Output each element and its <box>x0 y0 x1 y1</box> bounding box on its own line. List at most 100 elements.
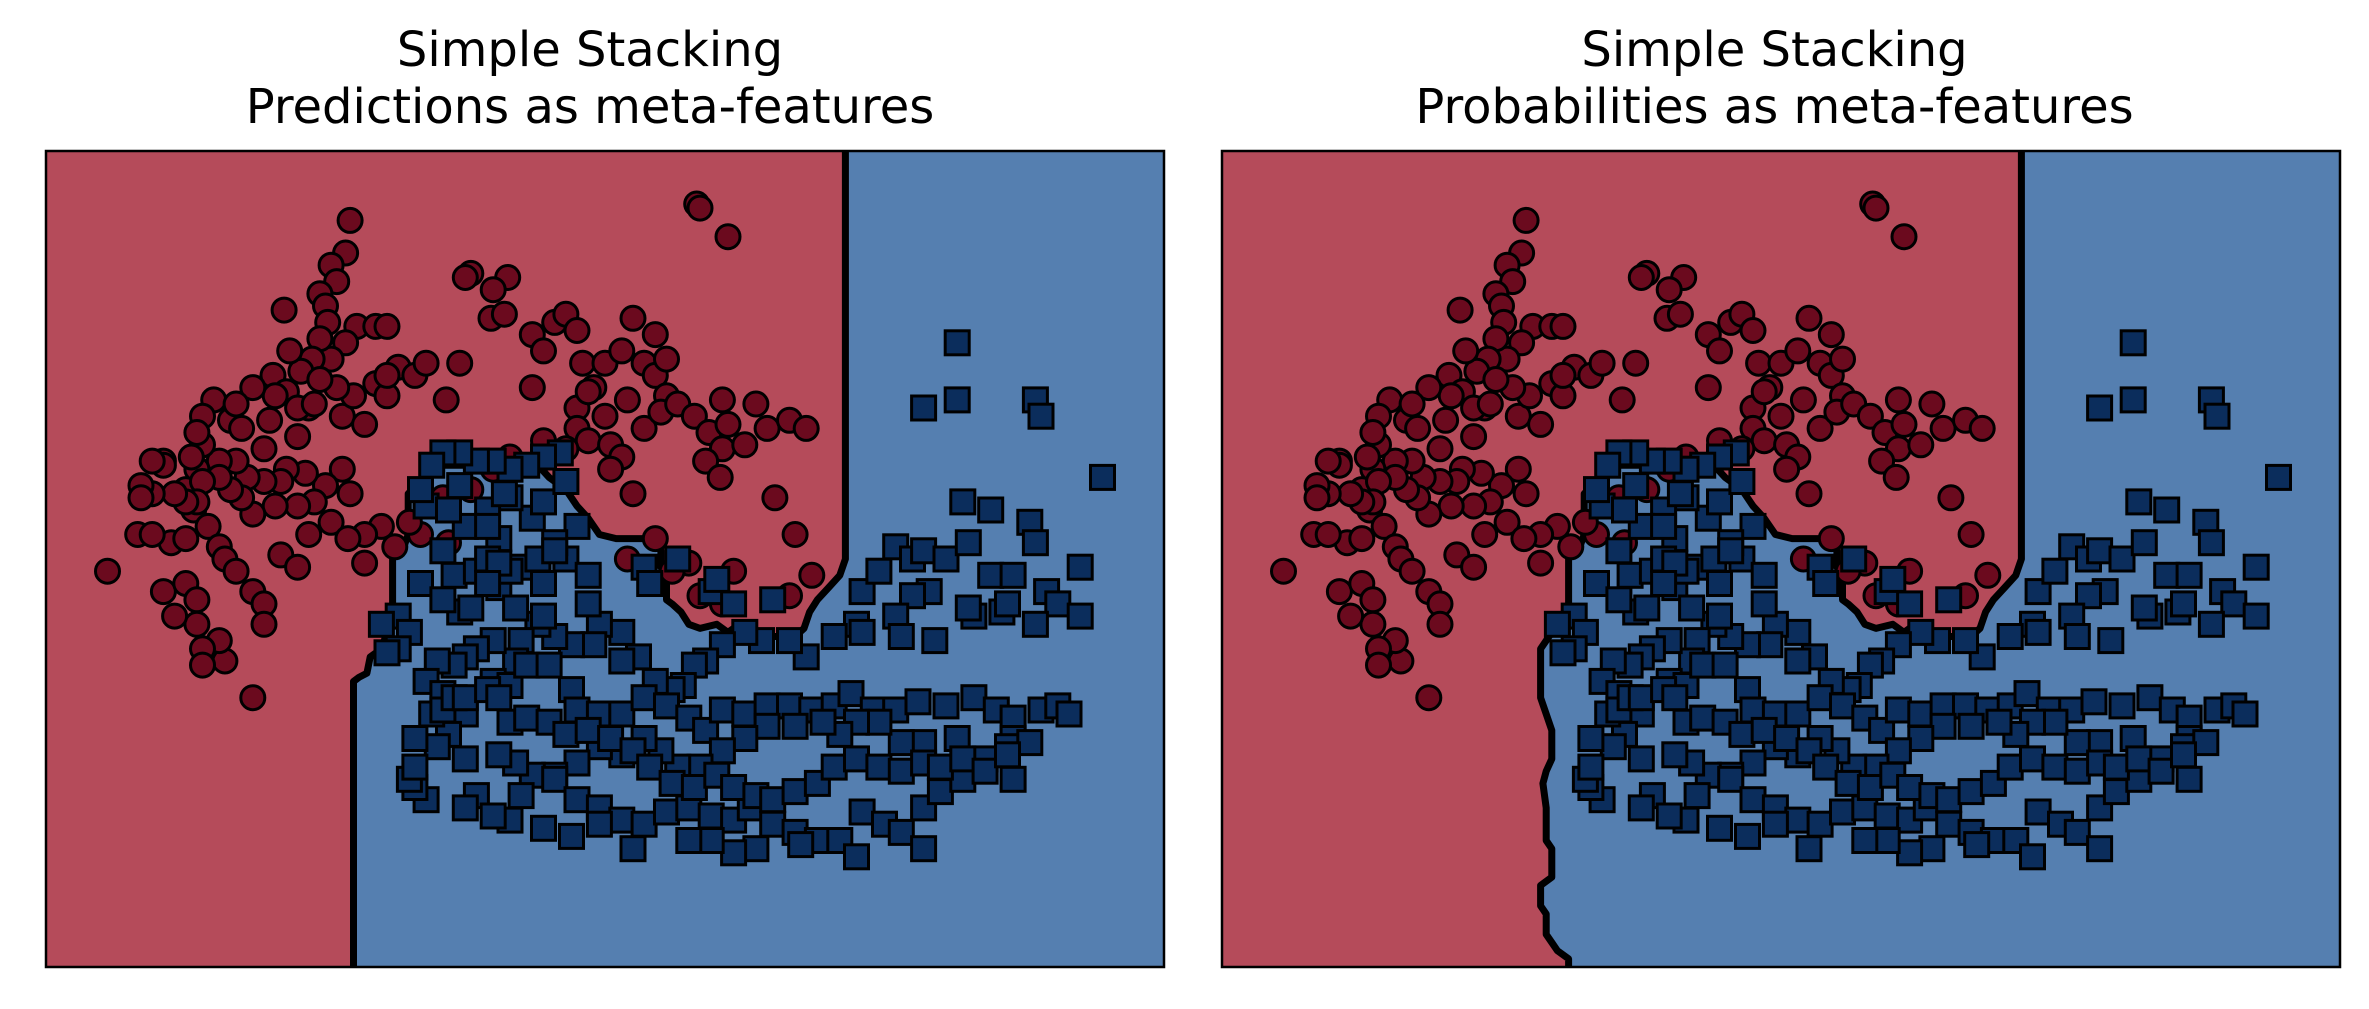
class-1-point <box>474 512 502 540</box>
class-1-point <box>435 496 462 524</box>
class-1-point <box>2063 757 2091 785</box>
class-0-point <box>1829 345 1856 373</box>
class-0-point <box>1557 533 1585 561</box>
class-0-point <box>276 337 304 365</box>
class-0-point <box>1415 374 1443 402</box>
class-0-point <box>328 455 356 483</box>
class-1-point <box>630 810 658 838</box>
class-1-point <box>708 737 736 765</box>
class-0-point <box>1398 557 1426 585</box>
class-0-point <box>1359 586 1387 614</box>
class-1-point <box>887 818 915 846</box>
class-1-point <box>994 741 1021 769</box>
class-1-point <box>1784 618 1812 646</box>
class-1-point <box>994 590 1021 618</box>
class-0-point <box>250 435 278 463</box>
class-1-point <box>2197 529 2225 557</box>
class-1-point <box>1784 806 1812 834</box>
class-1-point <box>1784 647 1812 675</box>
class-0-point <box>479 276 507 304</box>
class-1-point <box>1021 529 1049 557</box>
class-0-point <box>1918 390 1946 418</box>
class-0-point <box>530 337 557 365</box>
class-1-point <box>731 700 759 728</box>
class-0-point <box>351 549 379 577</box>
class-1-point <box>2175 765 2203 793</box>
class-1-point <box>373 639 401 667</box>
class-0-point <box>451 264 479 291</box>
class-1-point <box>474 570 502 597</box>
class-1-point <box>781 712 809 740</box>
class-1-point <box>1577 725 1605 752</box>
class-1-point <box>1683 782 1711 810</box>
class-1-point <box>2019 745 2046 773</box>
class-0-point <box>706 463 734 491</box>
class-1-point <box>597 725 625 752</box>
class-1-point <box>2097 627 2125 655</box>
class-1-point <box>848 798 876 826</box>
class-0-point <box>373 361 401 389</box>
class-1-point <box>2013 680 2041 708</box>
plot-frame <box>44 149 1166 969</box>
class-1-point <box>2192 729 2220 757</box>
class-0-point <box>619 480 647 508</box>
class-1-point <box>1599 733 1627 761</box>
class-1-point <box>921 627 949 655</box>
class-1-point <box>971 757 999 785</box>
class-0-point <box>1460 492 1488 520</box>
class-0-point <box>1512 480 1540 508</box>
class-1-point <box>1856 774 1884 801</box>
class-1-point <box>423 733 451 761</box>
class-0-point <box>1739 317 1767 344</box>
class-1-point <box>563 786 591 814</box>
class-1-point <box>2102 753 2130 781</box>
class-0-point <box>1890 223 1918 251</box>
class-0-point <box>270 296 298 324</box>
class-0-point <box>284 553 312 581</box>
class-0-point <box>1937 484 1965 512</box>
class-1-point <box>954 529 982 557</box>
class-1-point <box>753 712 781 740</box>
class-1-point <box>2086 794 2114 822</box>
class-0-point <box>714 410 742 438</box>
class-0-point <box>177 443 205 471</box>
class-0-point <box>1974 561 2002 589</box>
class-1-point <box>1879 565 1907 593</box>
class-1-point <box>708 696 736 724</box>
class-1-point <box>1756 631 1784 659</box>
class-0-point <box>761 484 789 512</box>
class-0-point <box>261 492 289 520</box>
class-1-point <box>1957 778 1985 806</box>
class-0-point <box>250 610 278 638</box>
class-0-point <box>1655 276 1683 304</box>
class-1-point <box>2024 798 2052 826</box>
chart-title: Simple Stacking Predictions as meta-feat… <box>0 22 1180 136</box>
decision-boundary-plot <box>44 149 1166 969</box>
class-0-point <box>295 521 323 548</box>
class-1-point <box>2125 488 2153 516</box>
class-1-point <box>530 488 557 516</box>
class-1-point <box>1907 725 1935 752</box>
class-1-point <box>1044 590 1072 618</box>
class-1-point <box>742 835 770 863</box>
class-1-point <box>977 561 1005 589</box>
class-1-point <box>776 627 803 655</box>
class-0-point <box>228 414 256 442</box>
class-1-point <box>1739 786 1767 814</box>
class-0-point <box>1452 337 1480 365</box>
class-1-point <box>608 806 636 834</box>
class-0-point <box>1862 194 1890 222</box>
class-1-point <box>653 692 680 720</box>
class-1-point <box>731 725 759 752</box>
class-1-point <box>2024 618 2052 646</box>
class-1-point <box>1066 553 1094 581</box>
plot-content <box>1222 151 2292 967</box>
plot-frame <box>1220 149 2342 969</box>
class-0-point <box>1789 386 1817 414</box>
class-1-point <box>1717 765 1745 793</box>
class-0-point <box>518 374 546 402</box>
class-1-point <box>1549 639 1577 667</box>
class-1-point <box>608 647 636 675</box>
class-1-point <box>1611 496 1638 524</box>
class-1-point <box>440 561 468 589</box>
